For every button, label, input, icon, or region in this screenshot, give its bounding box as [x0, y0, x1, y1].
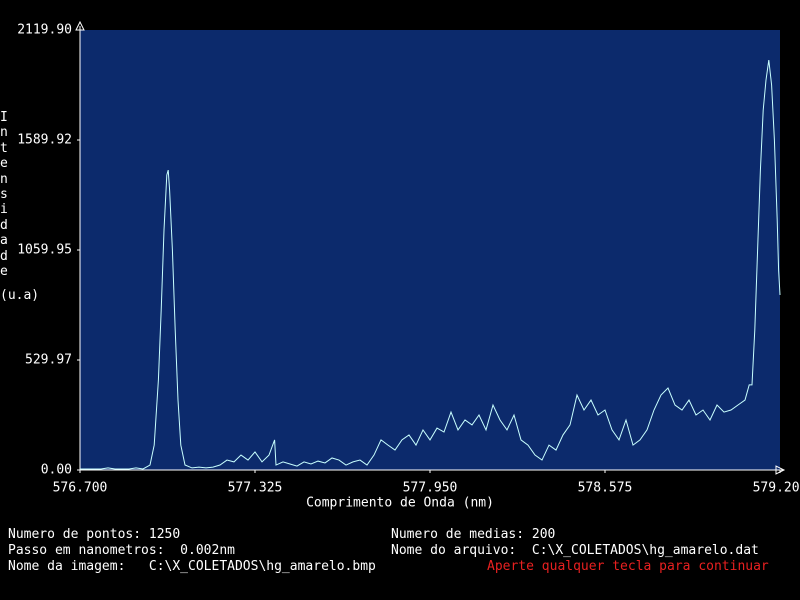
info-prompt: Aperte qualquer tecla para continuar [487, 559, 769, 574]
info-averages: Numero de medias: 200 [391, 527, 556, 542]
y-tick-label: 1589.92 [17, 133, 72, 148]
y-tick-label: 2119.90 [17, 23, 72, 38]
info-file: Nome do arquivo: C:\X_COLETADOS\hg_amare… [391, 543, 759, 558]
info-image: Nome da imagem: C:\X_COLETADOS\hg_amarel… [8, 559, 376, 574]
x-axis-label: Comprimento de Onda (nm) [306, 496, 494, 511]
y-tick-label: 529.97 [25, 353, 72, 368]
x-tick-label: 577.325 [228, 481, 283, 496]
y-axis-label: Intensidade [0, 110, 8, 280]
info-points: Numero de pontos: 1250 [8, 527, 181, 542]
x-tick-label: 577.950 [403, 481, 458, 496]
spectrum-line [80, 60, 781, 470]
x-tick-label: 576.700 [53, 481, 108, 496]
x-tick-label: 578.575 [578, 481, 633, 496]
plot-area [80, 30, 780, 470]
x-tick-label: 579.200 [753, 481, 800, 496]
info-step: Passo em nanometros: 0.002nm [8, 543, 235, 558]
y-axis-unit: (u.a) [0, 288, 40, 303]
y-tick-label: 0.00 [41, 463, 72, 478]
y-tick-label: 1059.95 [17, 243, 72, 258]
